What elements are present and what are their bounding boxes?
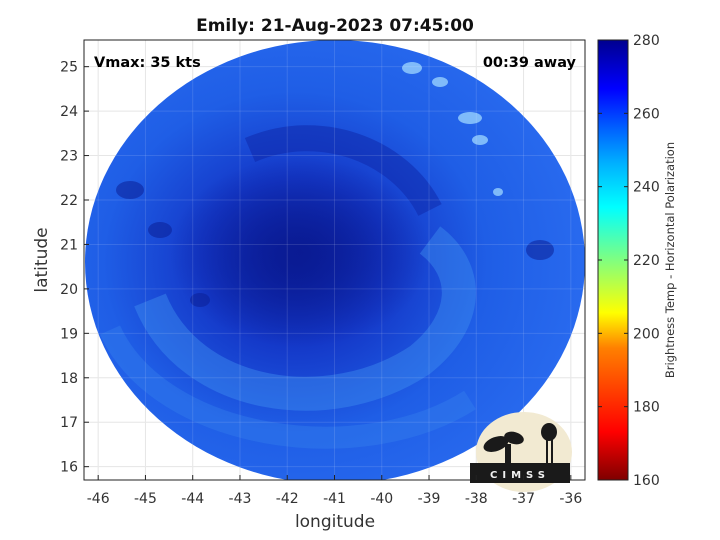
- x-tick-label: -43: [229, 491, 252, 507]
- cold-patches: [116, 181, 554, 307]
- colorbar-ticks: 160 180 200 220 240 260 280: [598, 33, 660, 489]
- microwave-swath: [84, 40, 585, 480]
- logo-text: CIMSS: [490, 470, 550, 481]
- y-tick-label: 18: [60, 371, 78, 387]
- y-tick-label: 24: [60, 104, 78, 120]
- colorbar-tick-label: 200: [633, 326, 660, 342]
- colorbar-tick-label: 160: [633, 473, 660, 489]
- x-tick-label: -37: [512, 491, 535, 507]
- colorbar-tick-label: 260: [633, 106, 660, 122]
- y-tick-label: 21: [60, 237, 78, 253]
- gridlines-overlay: [84, 40, 585, 480]
- x-tick-label: -36: [559, 491, 582, 507]
- x-tick-label: -41: [323, 491, 346, 507]
- chart-title: Emily: 21-Aug-2023 07:45:00: [196, 16, 474, 36]
- x-tick-label: -40: [370, 491, 393, 507]
- colorbar-tick-label: 280: [633, 33, 660, 49]
- northern-band: [244, 125, 442, 217]
- x-tick-label: -39: [418, 491, 441, 507]
- cimss-logo: CIMSS: [470, 412, 572, 492]
- x-tick-label: -38: [465, 491, 488, 507]
- spiral-band: [134, 226, 476, 411]
- colorbar: 160 180 200 220 240 260 280 Brightness Temp - …: [597, 33, 677, 489]
- time-offset-label: 00:39 away: [483, 55, 577, 71]
- y-tick-label: 22: [60, 193, 78, 209]
- y-tick-label: 25: [60, 60, 78, 76]
- outer-band: [99, 325, 476, 449]
- y-tick-label: 23: [60, 149, 78, 165]
- vmax-label: Vmax: 35 kts: [94, 55, 201, 71]
- y-tick-label: 17: [60, 415, 78, 431]
- x-tick-label: -42: [276, 491, 299, 507]
- y-axis-label: latitude: [32, 227, 52, 292]
- y-axis: 16 17 18 19 20 21 22 23 24 25: [60, 60, 89, 476]
- x-tick-label: -46: [87, 491, 110, 507]
- storm-core: [170, 157, 430, 347]
- y-tick-label: 19: [60, 326, 78, 342]
- colorbar-ramp: [597, 39, 629, 481]
- colorbar-tick-label: 240: [633, 180, 660, 196]
- x-axis-label: longitude: [295, 512, 375, 532]
- colorbar-tick-label: 180: [633, 400, 660, 416]
- colorbar-tick-label: 220: [633, 253, 660, 269]
- y-tick-label: 16: [60, 460, 78, 476]
- colorbar-label: Brightness Temp - Horizontal Polarizatio…: [663, 142, 677, 378]
- water-tower-icon: [541, 423, 557, 441]
- x-tick-label: -44: [181, 491, 204, 507]
- satellite-dish-icon: [483, 436, 509, 452]
- warm-patches: [402, 62, 503, 196]
- x-tick-label: -45: [134, 491, 157, 507]
- y-tick-label: 20: [60, 282, 78, 298]
- x-axis: -46 -45 -44 -43 -42 -41 -40 -39 -38 -37 -36: [87, 475, 582, 507]
